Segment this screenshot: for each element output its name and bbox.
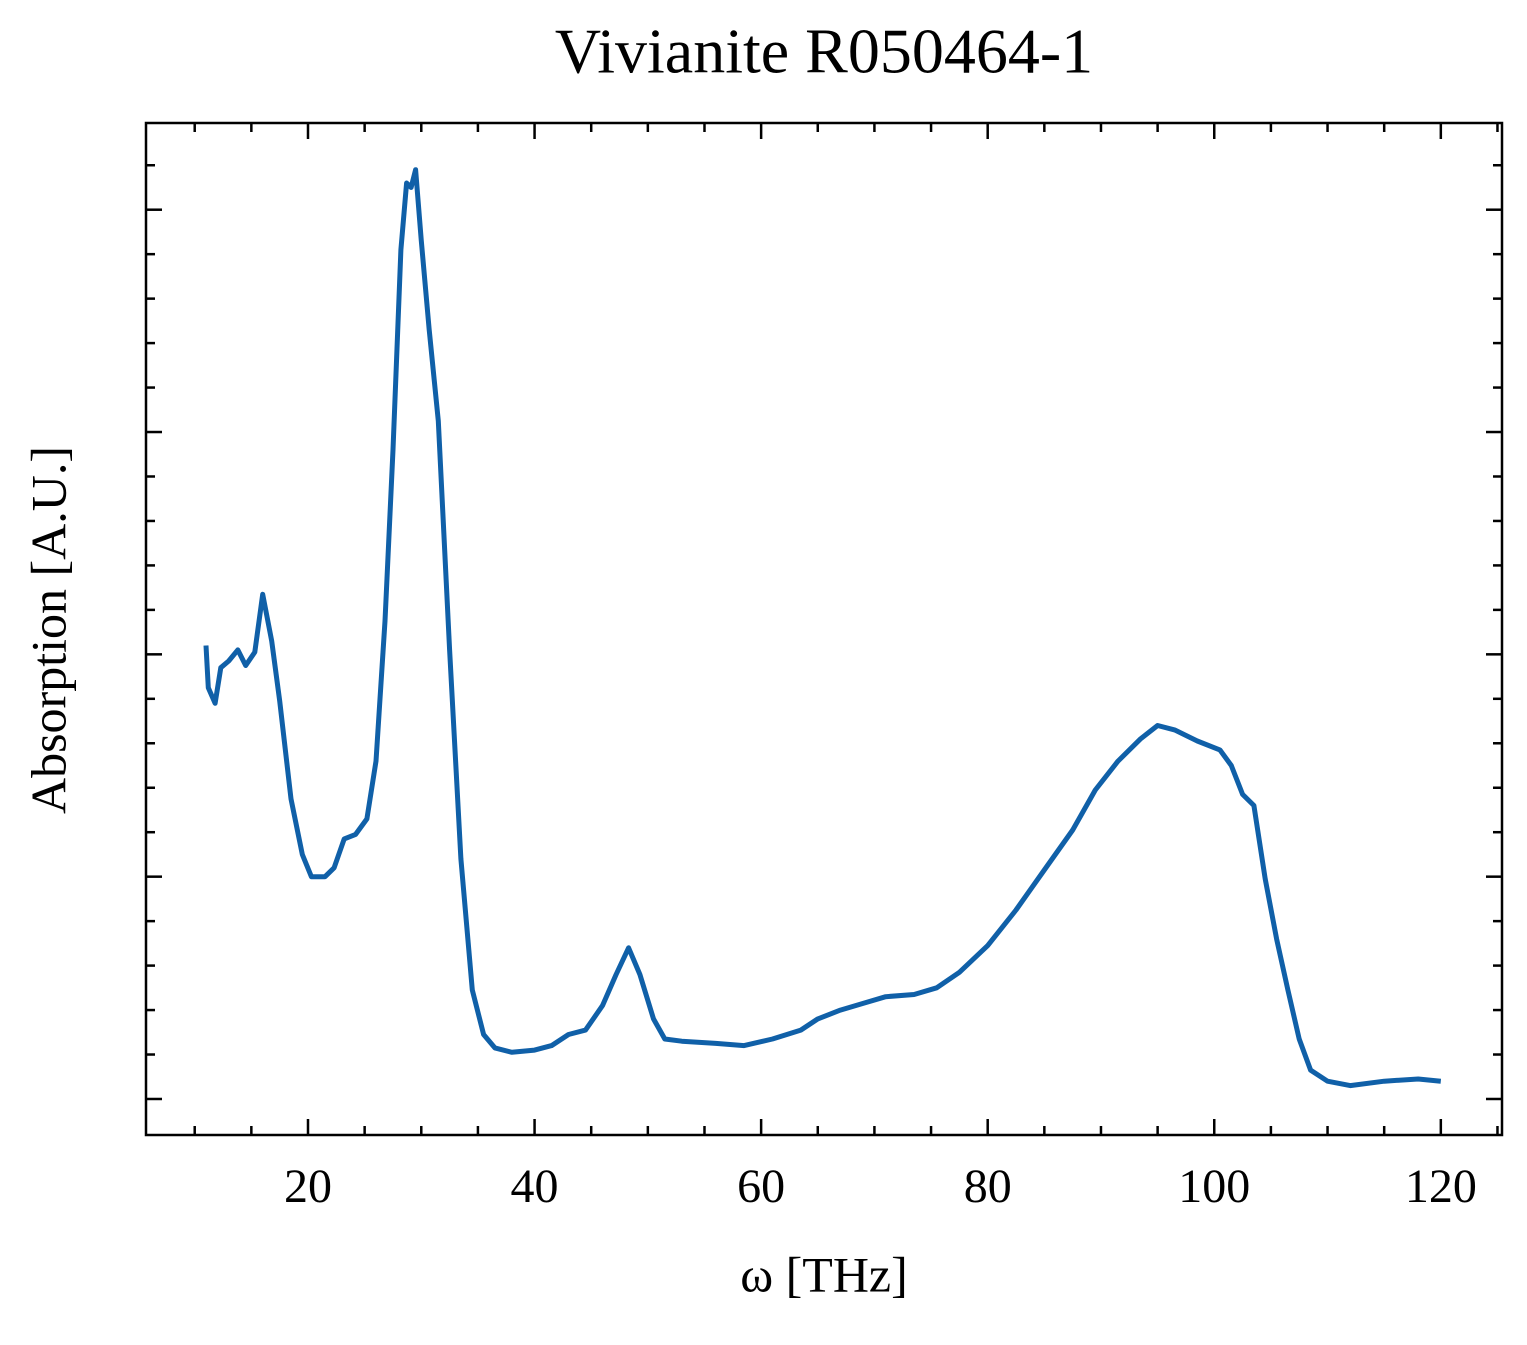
chart-title: Vivianite R050464-1 (555, 16, 1093, 87)
plot-frame (144, 121, 1504, 1137)
x-tick-label: 20 (284, 1160, 332, 1213)
y-axis-label: Absorption [A.U.] (20, 446, 76, 814)
x-tick-label: 80 (964, 1160, 1012, 1213)
x-tick-label: 60 (737, 1160, 785, 1213)
x-tick-label: 40 (511, 1160, 559, 1213)
x-tick-label: 120 (1405, 1160, 1477, 1213)
data-line (203, 167, 1442, 1089)
x-tick-label: 100 (1178, 1160, 1250, 1213)
x-axis-label: ω [THz] (740, 1246, 908, 1302)
